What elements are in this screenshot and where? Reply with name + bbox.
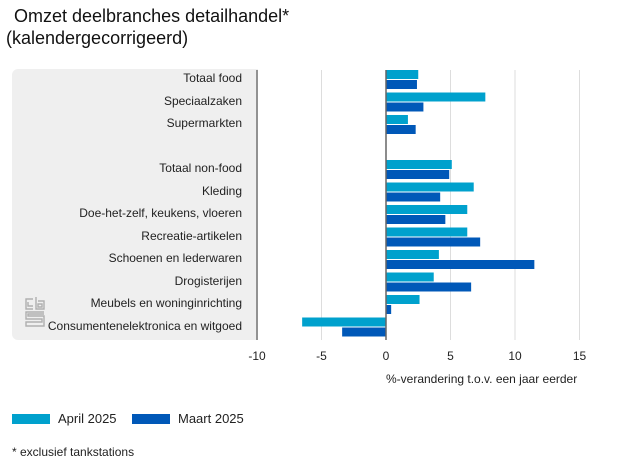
bar-april xyxy=(386,227,468,237)
bar-maart xyxy=(386,102,424,112)
bar-april xyxy=(386,250,439,259)
category-label: Schoenen en lederwaren xyxy=(108,251,242,265)
bar-april xyxy=(302,317,386,327)
bar-april xyxy=(386,70,419,79)
x-tick-label: -10 xyxy=(248,349,266,363)
x-tick-label: 0 xyxy=(382,349,390,363)
bar-april xyxy=(386,205,468,214)
bar-maart xyxy=(342,327,386,337)
bar-maart xyxy=(386,170,450,179)
bar-april xyxy=(386,295,420,304)
footnote: * exclusief tankstations xyxy=(12,445,135,459)
bar-maart xyxy=(386,215,446,224)
bar-maart xyxy=(386,282,472,292)
bar-april xyxy=(386,160,452,169)
category-label: Supermarkten xyxy=(166,116,242,130)
category-label: Recreatie-artikelen xyxy=(141,228,242,243)
x-axis-label: %-verandering t.o.v. een jaar eerder xyxy=(386,372,578,386)
chart-title: Omzet deelbranches detailhandel* xyxy=(14,6,290,26)
bar-april xyxy=(386,182,474,192)
x-tick-label: -5 xyxy=(316,349,327,363)
legend-label-maart: Maart 2025 xyxy=(178,411,244,426)
cbs-logo-icon xyxy=(25,297,45,327)
category-label: Totaal food xyxy=(183,71,242,85)
category-label: Kleding xyxy=(201,183,242,198)
chart-subtitle: (kalendergecorrigeerd) xyxy=(6,28,189,48)
x-tick-label: 10 xyxy=(508,349,522,363)
bar-april xyxy=(386,115,408,124)
chart-title-block: Omzet deelbranches detailhandel* (kalend… xyxy=(6,5,289,49)
legend-swatch-maart xyxy=(132,414,170,424)
x-tick-label: 5 xyxy=(447,349,454,363)
category-label: Speciaalzaken xyxy=(163,93,242,108)
bar-maart xyxy=(386,260,535,269)
bar-maart xyxy=(386,305,392,314)
bar-maart xyxy=(386,192,441,202)
category-label: Meubels en woninginrichting xyxy=(90,296,242,310)
category-label: Totaal non-food xyxy=(159,161,242,175)
category-label: Consumentenelektronica en witgoed xyxy=(47,318,242,333)
bar-april xyxy=(386,92,486,102)
bar-maart xyxy=(386,80,417,89)
category-panel xyxy=(12,69,258,340)
x-tick-label: 15 xyxy=(572,349,587,363)
bar-maart xyxy=(386,125,416,134)
category-label: Drogisterijen xyxy=(174,273,242,288)
legend-swatch-april xyxy=(12,414,50,424)
legend-label-april: April 2025 xyxy=(58,411,117,426)
bar-april xyxy=(386,272,434,282)
category-label: Doe-het-zelf, keukens, vloeren xyxy=(79,206,242,220)
bar-maart xyxy=(386,237,481,247)
